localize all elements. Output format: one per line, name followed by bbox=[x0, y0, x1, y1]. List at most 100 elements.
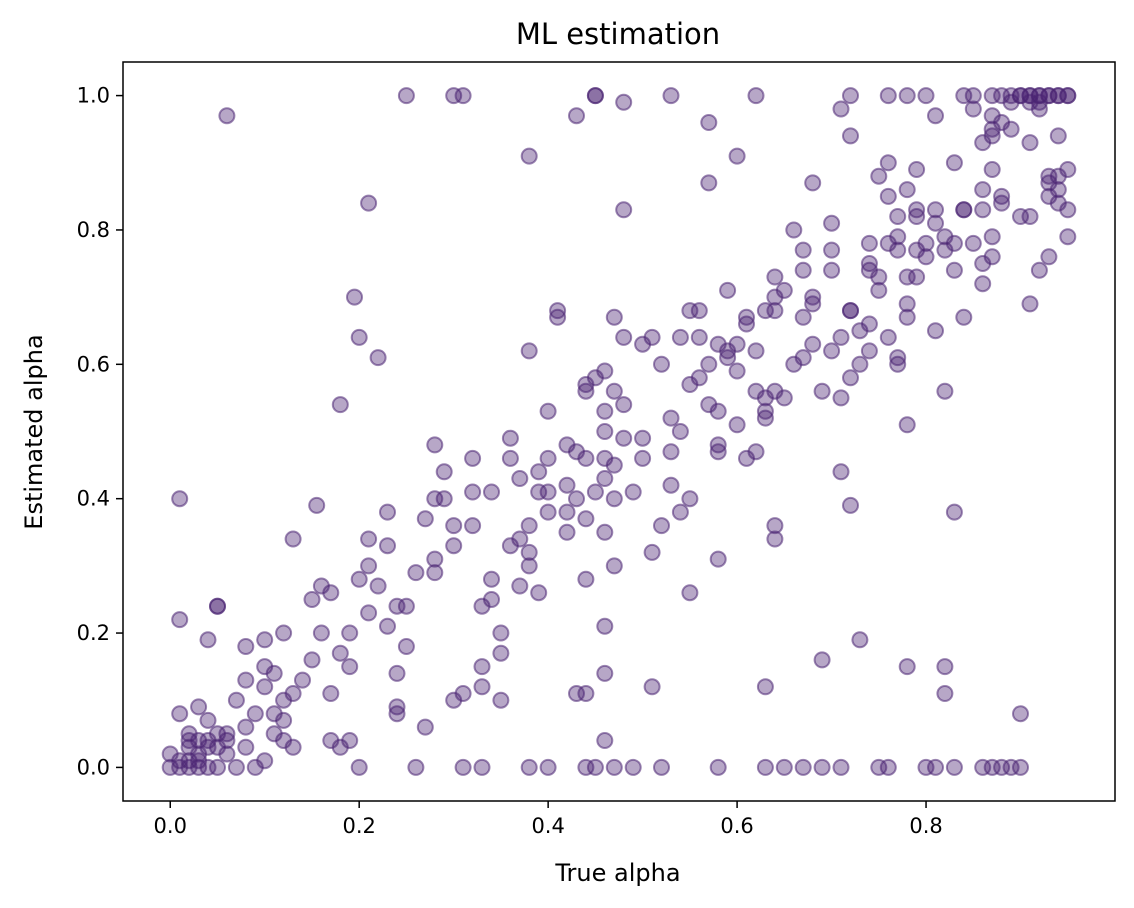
scatter-point bbox=[879, 758, 897, 776]
y-axis-label: Estimated alpha bbox=[20, 334, 48, 529]
scatter-point bbox=[785, 221, 803, 239]
scatter-point bbox=[756, 678, 774, 696]
scatter-point bbox=[577, 510, 595, 528]
scatter-point bbox=[662, 476, 680, 494]
scatter-point bbox=[407, 758, 425, 776]
scatter-point bbox=[237, 671, 255, 689]
scatter-point bbox=[237, 718, 255, 736]
scatter-point bbox=[577, 449, 595, 467]
scatter-point bbox=[898, 87, 916, 105]
scatter-point bbox=[511, 530, 529, 548]
scatter-point bbox=[369, 577, 387, 595]
scatter-point bbox=[341, 624, 359, 642]
scatter-point bbox=[671, 328, 689, 346]
scatter-point bbox=[445, 517, 463, 535]
scatter-point bbox=[823, 214, 841, 232]
scatter-point bbox=[520, 758, 538, 776]
scatter-point bbox=[577, 685, 595, 702]
scatter-point bbox=[596, 470, 614, 487]
scatter-point bbox=[908, 268, 926, 286]
scatter-point bbox=[596, 732, 614, 749]
scatter-point bbox=[804, 174, 822, 192]
scatter-point bbox=[341, 732, 359, 749]
scatter-point bbox=[199, 738, 217, 756]
scatter-point bbox=[379, 537, 396, 555]
scatter-point bbox=[483, 591, 500, 608]
scatter-point bbox=[879, 187, 897, 205]
scatter-point bbox=[832, 463, 850, 481]
scatter-point bbox=[927, 201, 944, 219]
scatter-point bbox=[549, 308, 567, 326]
scatter-point bbox=[879, 154, 897, 172]
scatter-point bbox=[624, 483, 642, 501]
scatter-point bbox=[171, 490, 189, 508]
scatter-point bbox=[766, 530, 784, 548]
scatter-point bbox=[662, 87, 680, 105]
scatter-point bbox=[284, 685, 302, 702]
scatter-point bbox=[700, 355, 718, 373]
scatter-point bbox=[936, 382, 954, 400]
scatter-point bbox=[218, 725, 236, 743]
scatter-point bbox=[294, 671, 311, 689]
scatter-point bbox=[700, 114, 718, 131]
scatter-point bbox=[936, 685, 954, 702]
scatter-point bbox=[870, 167, 888, 185]
scatter-point bbox=[832, 389, 850, 407]
scatter-point bbox=[1021, 208, 1039, 225]
scatter-point bbox=[501, 429, 519, 447]
scatter-point bbox=[917, 234, 935, 252]
scatter-point bbox=[653, 517, 670, 535]
scatter-point bbox=[728, 416, 746, 434]
scatter-point bbox=[993, 194, 1011, 212]
scatter-point bbox=[615, 93, 633, 111]
scatter-point bbox=[303, 651, 321, 669]
scatter-point bbox=[1059, 161, 1077, 178]
scatter-point bbox=[775, 281, 793, 299]
scatter-point bbox=[416, 510, 434, 528]
scatter-point bbox=[832, 328, 850, 346]
scatter-point bbox=[624, 758, 642, 776]
scatter-point bbox=[275, 711, 293, 729]
scatter-point bbox=[520, 543, 538, 561]
scatter-point bbox=[653, 355, 670, 373]
scatter-point bbox=[766, 268, 784, 286]
scatter-point bbox=[530, 463, 548, 481]
scatter-point bbox=[322, 685, 340, 702]
scatter-point bbox=[766, 302, 784, 320]
scatter-point bbox=[1049, 181, 1067, 199]
scatter-point bbox=[388, 664, 406, 682]
scatter-point bbox=[483, 570, 500, 588]
scatter-point bbox=[360, 530, 378, 548]
scatter-point bbox=[520, 557, 538, 575]
scatter-point bbox=[397, 597, 415, 615]
scatter-point bbox=[558, 523, 576, 541]
scatter-point bbox=[350, 570, 368, 588]
axes-layer: 0.0 0.2 0.4 0.6 0.8 0.0 0.2 0.4 0.6 0.8 1.0 bbox=[77, 61, 1116, 838]
scatter-point bbox=[416, 718, 434, 736]
scatter-point bbox=[898, 295, 916, 313]
scatter-point bbox=[842, 87, 859, 105]
scatter-point bbox=[974, 201, 992, 219]
scatter-point bbox=[662, 443, 680, 461]
scatter-point bbox=[596, 423, 614, 440]
scatter-point bbox=[955, 308, 973, 326]
scatter-point bbox=[690, 328, 708, 346]
scatter-point bbox=[275, 624, 293, 642]
scatter-point bbox=[558, 503, 576, 521]
scatter-point bbox=[426, 564, 444, 582]
scatter-point bbox=[483, 483, 500, 501]
scatter-point bbox=[709, 443, 727, 461]
x-axis-label: True alpha bbox=[554, 859, 680, 887]
y-tick-label: 0.0 bbox=[77, 755, 110, 779]
scatter-point bbox=[397, 87, 415, 105]
x-tick-label: 0.2 bbox=[342, 814, 375, 838]
scatter-point bbox=[889, 241, 907, 259]
scatter-point bbox=[898, 308, 916, 326]
scatter-point bbox=[388, 705, 406, 723]
scatter-point bbox=[813, 382, 831, 400]
scatter-point bbox=[492, 691, 510, 709]
scatter-point bbox=[974, 275, 992, 293]
scatter-point bbox=[1040, 167, 1058, 185]
scatter-point bbox=[634, 449, 652, 467]
scatter-point bbox=[331, 396, 349, 414]
